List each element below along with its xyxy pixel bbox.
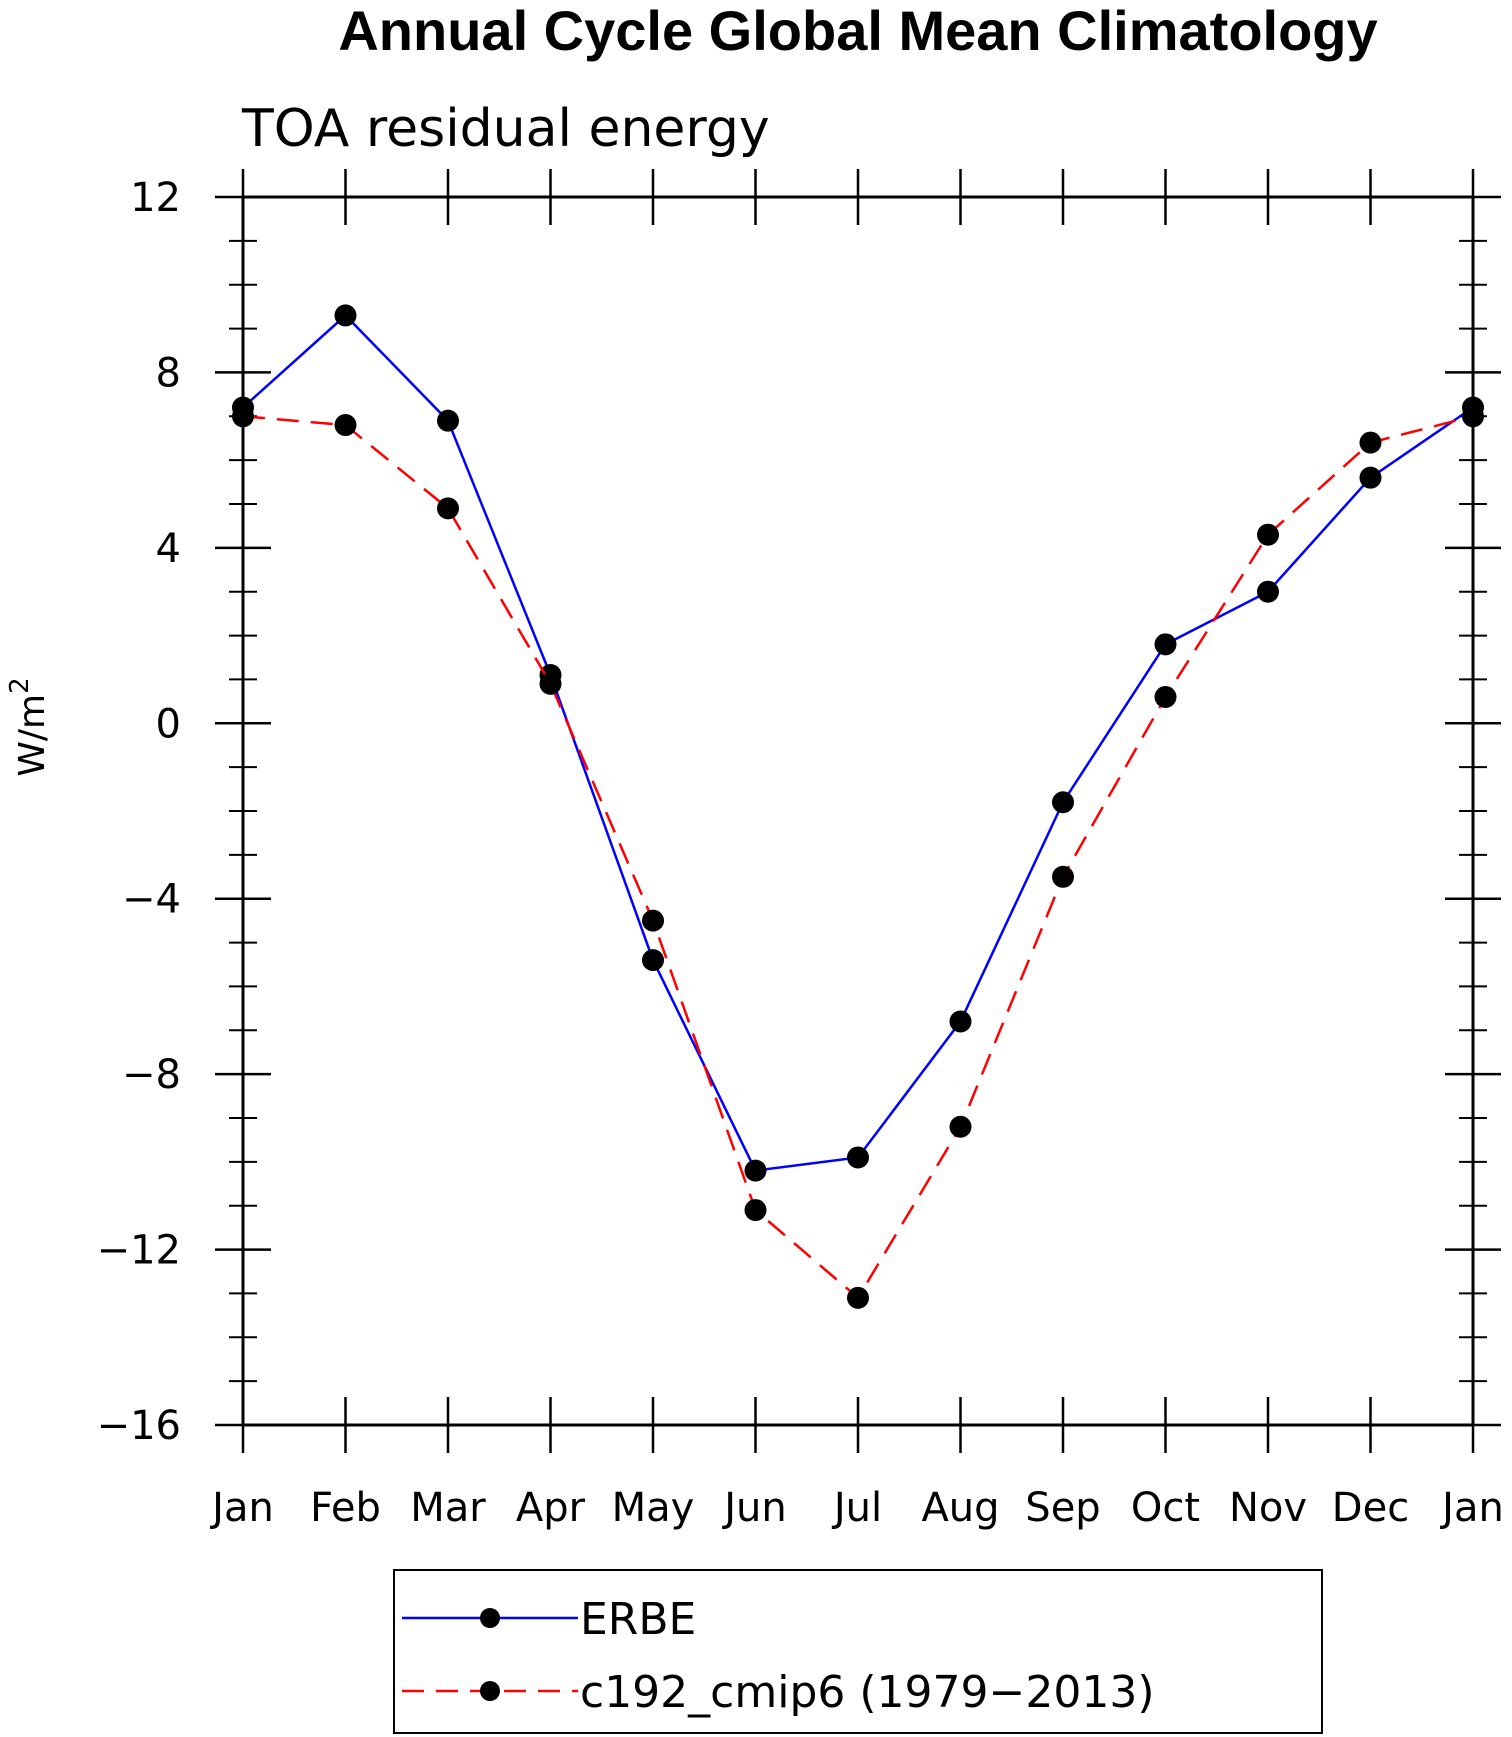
x-tick-label: Dec xyxy=(1332,1485,1409,1531)
series-0 xyxy=(232,304,1484,1182)
x-tick-label: May xyxy=(612,1485,695,1531)
x-tick-label: Sep xyxy=(1025,1485,1100,1531)
y-tick-label: −4 xyxy=(122,877,181,923)
data-point xyxy=(1359,466,1382,489)
data-point xyxy=(642,909,664,932)
legend-label-c192-cmip6: c192_cmip6 (1979−2013) xyxy=(580,1667,1155,1718)
data-point xyxy=(642,949,664,972)
series-1 xyxy=(232,405,1484,1309)
data-point xyxy=(1052,791,1074,814)
x-tick-label: Apr xyxy=(516,1485,586,1531)
data-point xyxy=(847,1146,869,1169)
x-tick-label: Jun xyxy=(721,1485,787,1531)
data-point xyxy=(744,1199,767,1222)
y-tick-label: 8 xyxy=(156,350,181,396)
data-point xyxy=(847,1286,869,1309)
y-tick-label: −8 xyxy=(122,1052,181,1098)
y-tick-labels: 12 8 4 0 −4 −8 −12 −16 xyxy=(97,175,181,1449)
x-tick-label: Feb xyxy=(310,1485,381,1531)
y-axis-label-text: W/m xyxy=(12,694,53,777)
data-point xyxy=(949,1010,972,1033)
x-tick-label: Jul xyxy=(831,1485,882,1531)
data-point xyxy=(1359,431,1382,454)
y-tick-label: 12 xyxy=(130,175,181,221)
x-tick-label: Nov xyxy=(1229,1485,1307,1531)
data-point xyxy=(1257,523,1279,546)
data-point xyxy=(232,405,254,428)
y-tick-label: −12 xyxy=(97,1228,181,1274)
x-tick-labels: Jan Feb Mar Apr May Jun Jul Aug Sep Oct Nov Dec Jan xyxy=(209,1485,1504,1531)
x-tick-label: Aug xyxy=(921,1485,999,1531)
chart-title: Annual Cycle Global Mean Climatology xyxy=(338,0,1377,62)
x-tick-label: Jan xyxy=(209,1485,274,1531)
chart-subtitle: TOA residual energy xyxy=(241,99,770,159)
data-point xyxy=(334,414,357,437)
legend-marker-c192-cmip6 xyxy=(480,1681,500,1701)
data-point xyxy=(539,672,562,695)
data-point xyxy=(1257,580,1279,603)
data-point xyxy=(437,497,459,520)
y-axis-label: W/m2 xyxy=(5,677,53,776)
data-point xyxy=(437,409,459,432)
y-axis-label-superscript: 2 xyxy=(5,677,35,694)
data-point xyxy=(1154,633,1177,656)
x-tick-label: Mar xyxy=(410,1485,486,1531)
y-tick-label: −16 xyxy=(97,1403,181,1449)
legend-marker-erbe xyxy=(480,1608,500,1628)
x-tick-label: Oct xyxy=(1131,1485,1200,1531)
axis-ticks xyxy=(215,169,1501,1453)
data-point xyxy=(1462,405,1484,428)
data-point xyxy=(744,1159,767,1182)
data-point xyxy=(1052,865,1074,888)
x-tick-label: Jan xyxy=(1439,1485,1504,1531)
data-point xyxy=(334,304,357,327)
plot-frame xyxy=(241,195,1475,1427)
legend-box xyxy=(393,1569,1323,1734)
data-point xyxy=(1154,685,1177,708)
y-tick-label: 0 xyxy=(156,701,181,747)
legend-label-erbe: ERBE xyxy=(580,1594,696,1645)
y-tick-label: 4 xyxy=(156,526,181,572)
data-point xyxy=(949,1115,972,1138)
series-line xyxy=(242,313,1474,1172)
series-layer xyxy=(232,304,1484,1309)
legend: ERBE c192_cmip6 (1979−2013) xyxy=(393,1569,1323,1734)
